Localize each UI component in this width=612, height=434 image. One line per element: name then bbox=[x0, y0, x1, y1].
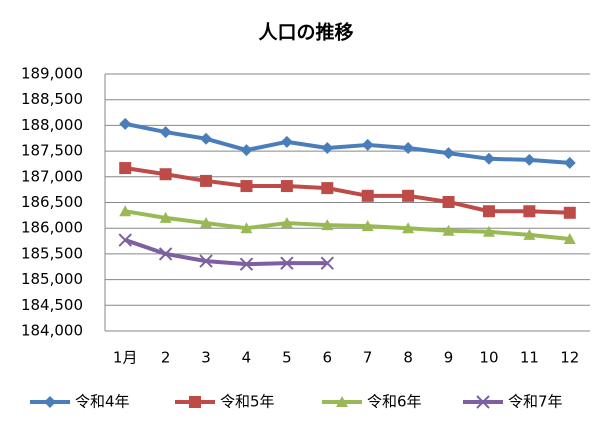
y-tick-label: 187,000 bbox=[21, 167, 83, 185]
data-point bbox=[159, 126, 172, 139]
x-tick-label: 10 bbox=[479, 349, 498, 367]
data-point bbox=[321, 219, 334, 231]
data-point bbox=[119, 117, 132, 130]
data-point bbox=[442, 147, 455, 160]
data-point bbox=[361, 138, 374, 151]
legend-label: 令和6年 bbox=[367, 393, 422, 411]
data-point bbox=[482, 225, 495, 237]
data-point bbox=[402, 142, 415, 155]
data-point bbox=[200, 217, 213, 229]
x-tick-label: 9 bbox=[444, 349, 454, 367]
data-point bbox=[280, 217, 293, 229]
x-tick-label: 2 bbox=[161, 349, 171, 367]
series-line bbox=[124, 121, 570, 165]
data-point bbox=[361, 189, 374, 202]
data-point bbox=[361, 220, 374, 232]
x-tick-label: 6 bbox=[323, 349, 333, 367]
data-point bbox=[523, 205, 536, 218]
legend-label: 令和5年 bbox=[220, 393, 275, 411]
data-point bbox=[321, 182, 334, 195]
data-point bbox=[118, 233, 132, 247]
data-point bbox=[482, 152, 495, 165]
legend-marker bbox=[44, 396, 56, 408]
y-tick-label: 188,500 bbox=[21, 90, 83, 108]
y-tick-label: 186,500 bbox=[21, 193, 83, 211]
data-point bbox=[280, 256, 294, 270]
data-point bbox=[119, 205, 132, 217]
y-tick-label: 184,000 bbox=[21, 322, 83, 340]
data-point bbox=[280, 180, 293, 193]
data-point bbox=[240, 222, 253, 234]
data-point bbox=[240, 144, 253, 157]
data-point bbox=[523, 153, 536, 166]
chart-title: 人口の推移 bbox=[258, 21, 353, 44]
data-point bbox=[158, 247, 173, 261]
data-point bbox=[240, 180, 253, 193]
legend-marker bbox=[476, 395, 490, 409]
data-point bbox=[200, 174, 213, 187]
x-tick-label: 8 bbox=[403, 349, 413, 367]
data-point bbox=[321, 142, 334, 155]
data-point bbox=[159, 211, 172, 223]
data-point bbox=[199, 254, 213, 268]
data-point bbox=[563, 206, 576, 219]
legend-label: 令和4年 bbox=[75, 393, 130, 411]
x-tick-label: 5 bbox=[282, 349, 292, 367]
data-point bbox=[119, 162, 132, 175]
data-point bbox=[200, 132, 213, 145]
data-point bbox=[402, 189, 415, 202]
x-tick-label: 3 bbox=[201, 349, 211, 367]
x-tick-label: 7 bbox=[363, 349, 373, 367]
data-point bbox=[442, 224, 455, 236]
y-tick-label: 184,500 bbox=[21, 296, 83, 314]
x-tick-label: 1月 bbox=[113, 349, 138, 367]
data-point bbox=[523, 228, 536, 240]
y-tick-label: 185,500 bbox=[21, 244, 83, 262]
series-line bbox=[124, 238, 328, 267]
x-tick-label: 12 bbox=[560, 349, 579, 367]
data-point bbox=[563, 156, 576, 169]
data-point bbox=[402, 222, 415, 234]
data-point bbox=[320, 256, 334, 270]
legend-marker bbox=[189, 396, 201, 408]
legend-label: 令和7年 bbox=[508, 393, 563, 411]
y-tick-label: 187,500 bbox=[21, 142, 83, 160]
y-tick-label: 185,000 bbox=[21, 270, 83, 288]
data-point bbox=[159, 168, 172, 181]
y-tick-label: 188,000 bbox=[21, 116, 83, 134]
y-tick-label: 186,000 bbox=[21, 219, 83, 237]
data-point bbox=[482, 205, 495, 218]
series-line bbox=[124, 209, 570, 241]
data-point bbox=[563, 232, 576, 244]
data-point bbox=[239, 257, 254, 271]
x-tick-label: 4 bbox=[242, 349, 252, 367]
data-point bbox=[442, 195, 455, 208]
series-line bbox=[124, 166, 570, 215]
x-tick-label: 11 bbox=[520, 349, 539, 367]
y-tick-label: 189,000 bbox=[21, 65, 83, 83]
data-point bbox=[280, 135, 293, 148]
legend-marker bbox=[336, 396, 348, 407]
